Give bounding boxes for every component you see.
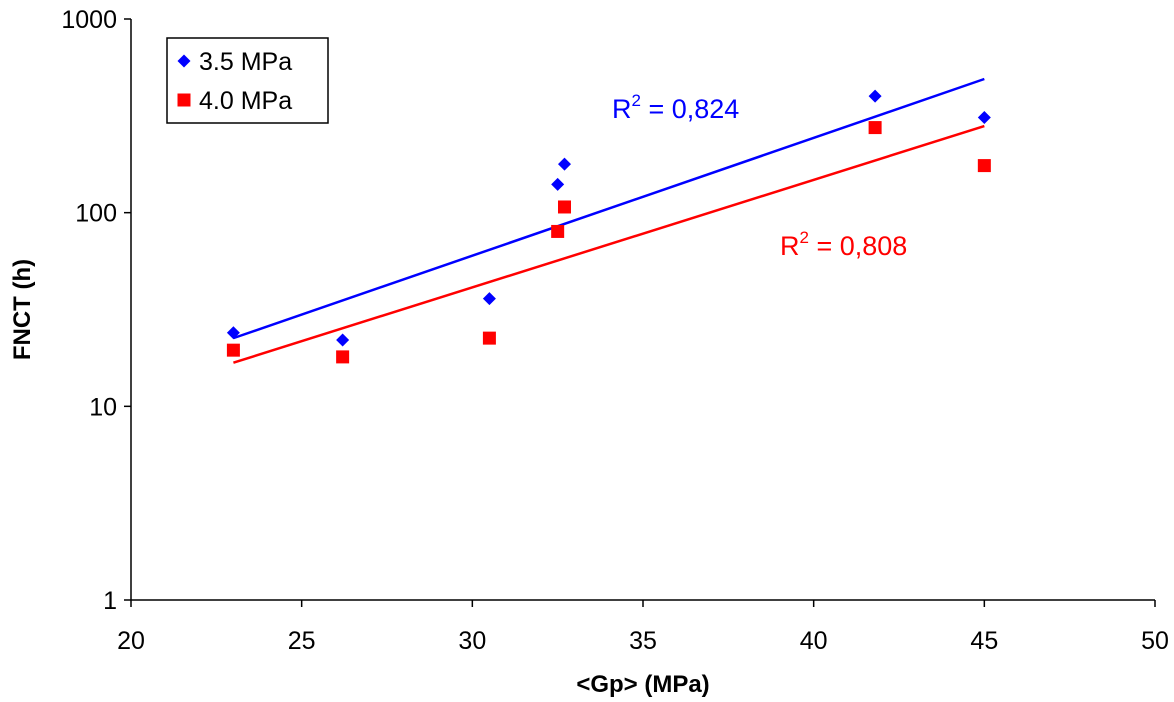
- data-points: [226, 89, 991, 364]
- x-tick-label: 50: [1141, 627, 1169, 655]
- point-series-1: [551, 177, 565, 191]
- legend-box: [166, 37, 329, 124]
- point-series-2: [551, 224, 565, 238]
- y-tick-label: 10: [89, 393, 117, 421]
- point-series-1: [977, 111, 991, 125]
- r2-label-series-1: R2 = 0,824: [612, 91, 739, 124]
- x-tick-label: 35: [629, 627, 657, 655]
- legend-label-series-2: 4.0 MPa: [199, 87, 292, 115]
- x-tick-label: 20: [117, 627, 145, 655]
- trendline-series-1: [232, 77, 985, 340]
- legend-marker-square: [177, 93, 191, 107]
- point-series-1: [868, 89, 882, 103]
- y-tick-label: 100: [75, 200, 117, 228]
- y-axis-title: FNCT (h): [9, 259, 36, 360]
- legend-marker-diamond: [177, 54, 191, 68]
- legend-label-series-1: 3.5 MPa: [199, 48, 292, 76]
- x-tick-label: 25: [288, 627, 316, 655]
- y-tick-label: 1: [103, 587, 117, 615]
- trendline-series-2: [233, 124, 985, 364]
- point-series-1: [482, 292, 496, 306]
- point-series-2: [557, 200, 571, 214]
- point-series-1: [226, 326, 240, 340]
- legend: 3.5 MPa 4.0 MPa: [166, 37, 329, 124]
- trendlines: [232, 77, 985, 364]
- point-series-2: [868, 121, 882, 135]
- axes: 20 25 30 35 40 45 50 1 10 100 1000: [61, 6, 1169, 655]
- point-series-2: [482, 331, 496, 345]
- point-series-1: [557, 157, 571, 171]
- point-series-1: [336, 333, 350, 347]
- r2-labels: R2 = 0,824 R2 = 0,808: [612, 91, 907, 261]
- x-tick-label: 45: [970, 627, 998, 655]
- y-tick-label: 1000: [61, 6, 117, 34]
- point-series-2: [336, 350, 350, 364]
- r2-label-series-2: R2 = 0,808: [780, 228, 907, 261]
- x-tick-label: 30: [458, 627, 486, 655]
- x-tick-label: 40: [800, 627, 828, 655]
- x-axis-title: <Gp> (MPa): [576, 671, 709, 698]
- point-series-2: [977, 159, 991, 173]
- point-series-2: [226, 343, 240, 357]
